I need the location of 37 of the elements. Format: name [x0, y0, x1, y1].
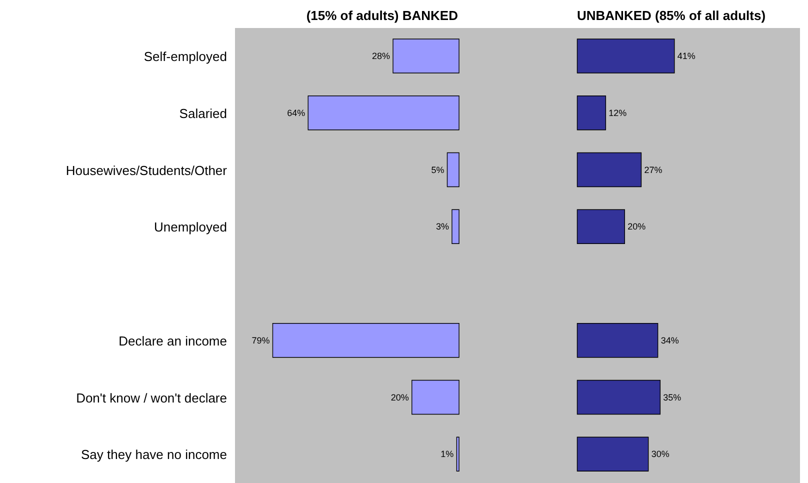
bar	[308, 96, 460, 130]
data-label: 28%	[372, 51, 390, 61]
bar	[576, 152, 642, 188]
chart-title: UNBANKED (85% of all adults)	[576, 8, 767, 25]
y-tick-label: Unemployed	[154, 220, 227, 235]
bar	[576, 209, 625, 244]
bar	[392, 38, 460, 74]
y-tick-label: Salaried	[179, 106, 227, 121]
data-label: 5%	[431, 164, 444, 175]
bar	[272, 323, 460, 358]
data-label: 27%	[644, 164, 662, 175]
bar	[456, 436, 460, 472]
y-tick-label: Self-employed	[144, 49, 227, 64]
data-label: 30%	[651, 449, 670, 460]
bar	[576, 96, 606, 130]
data-label: 41%	[677, 51, 696, 61]
data-label: 20%	[390, 392, 409, 402]
data-label: 34%	[660, 335, 679, 346]
y-tick-label: Don't know / won't declare	[76, 390, 227, 406]
data-label: 79%	[252, 335, 270, 346]
bar	[446, 152, 460, 188]
y-tick-label: Declare an income	[118, 333, 227, 348]
data-label: 35%	[663, 392, 682, 402]
y-tick-label: Housewives/Students/Other	[66, 162, 228, 178]
chart-title: (15% of adults) BANKED	[305, 8, 459, 25]
bar	[576, 38, 675, 74]
bar	[576, 323, 658, 358]
data-label: 12%	[608, 108, 627, 118]
data-label: 20%	[628, 222, 646, 232]
data-label: 1%	[440, 449, 454, 460]
bar	[452, 209, 460, 244]
data-label: 64%	[287, 108, 306, 118]
data-label: 3%	[436, 222, 449, 232]
bar	[576, 380, 661, 415]
bar	[412, 380, 460, 415]
y-tick-label: Say they have no income	[81, 447, 227, 462]
bar	[576, 436, 649, 472]
